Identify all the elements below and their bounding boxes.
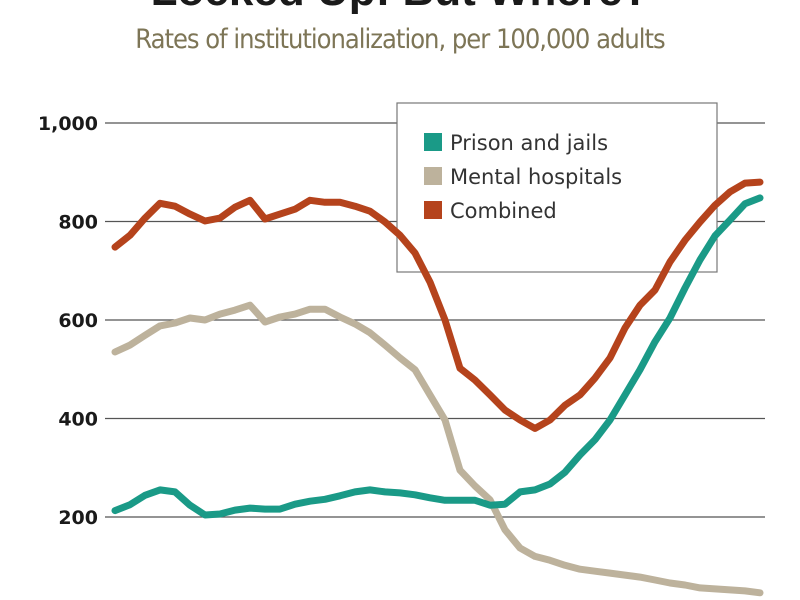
legend: Prison and jails Mental hospitals Combined [396,102,718,273]
legend-label: Mental hospitals [450,165,622,189]
y-tick-label: 1,000 [38,113,98,135]
y-tick-label: 200 [58,507,98,529]
legend-box [396,102,718,273]
chart-subtitle: Rates of institutionalization, per 100,0… [135,24,665,55]
chart-title: Locked Up: But Where? [0,0,800,16]
legend-swatch [424,133,442,151]
y-tick-label: 800 [58,212,98,234]
legend-swatch [424,167,442,185]
series-line-combined [111,178,764,432]
legend-swatch [424,201,442,219]
y-tick-label: 400 [58,409,98,431]
legend-label: Combined [450,199,557,223]
legend-label: Prison and jails [450,131,608,155]
series-line-mental-hospitals [111,301,764,597]
series-line-prison-and-jails [111,194,764,519]
y-tick-label: 600 [58,310,98,332]
